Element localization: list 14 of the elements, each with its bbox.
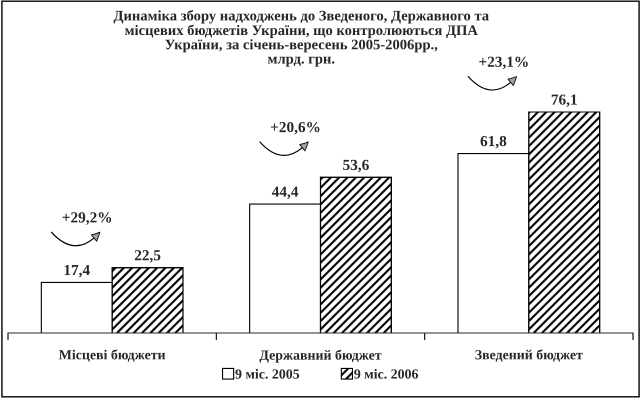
annotation: +20,6% (270, 122, 320, 134)
x-tick-label: Місцеві бюджети (59, 349, 166, 362)
x-tick-label: Зведений бюджет (475, 349, 583, 362)
data-label: 53,6 (343, 160, 369, 172)
data-label: 61,8 (480, 136, 506, 148)
legend-label: 9 міс. 2005 (235, 368, 300, 379)
legend-label: 9 міс. 2006 (354, 368, 418, 379)
data-label: 17,4 (64, 264, 90, 278)
data-label: 76,1 (552, 94, 577, 107)
text: +23,1% (479, 56, 528, 70)
data-label: 22,5 (134, 250, 160, 263)
annotation: +29,2% (62, 212, 112, 225)
data-label: 44,4 (272, 186, 298, 200)
x-tick-label: Державний бюджет (259, 350, 382, 363)
